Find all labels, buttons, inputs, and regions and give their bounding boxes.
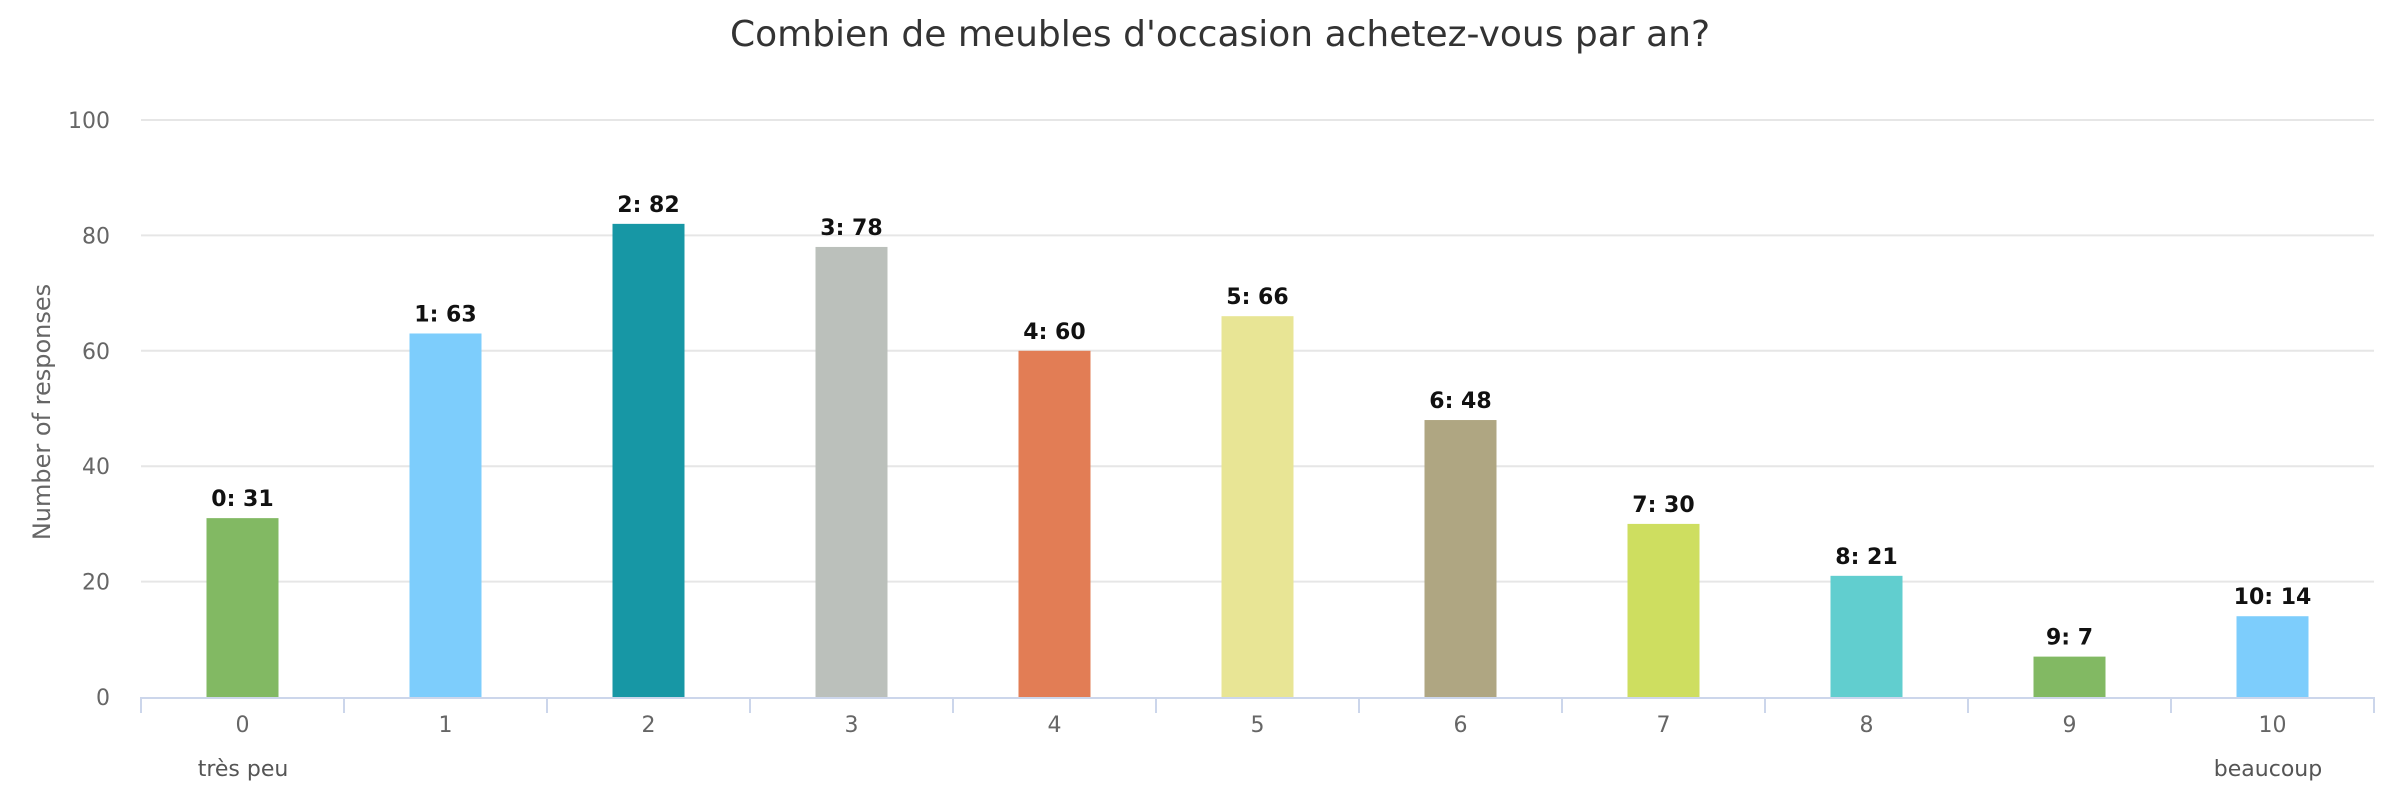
x-tick-label: 7 — [1657, 713, 1671, 738]
y-axis-ticks: 0 20 40 60 80 100 — [68, 109, 110, 711]
data-label: 5: 66 — [1226, 285, 1288, 310]
data-label: 9: 7 — [2046, 626, 2093, 651]
x-tick-label: 10 — [2259, 713, 2287, 738]
bars — [206, 223, 2309, 698]
y-tick-label: 40 — [82, 455, 110, 480]
y-tick-label: 0 — [96, 686, 110, 711]
data-labels: 0: 31 1: 63 2: 82 3: 78 4: 60 5: 66 6: 48 7: 30… — [211, 193, 2311, 651]
bar — [409, 333, 482, 697]
data-label: 6: 48 — [1429, 389, 1491, 414]
x-tick-label: 9 — [2063, 713, 2077, 738]
x-tick-label: 6 — [1454, 713, 1468, 738]
y-tick-label: 80 — [82, 224, 110, 249]
y-axis-label: Number of responses — [28, 284, 56, 540]
x-tick-label: 1 — [439, 713, 453, 738]
bar — [1830, 575, 1903, 697]
x-axis: 0 1 2 3 4 5 6 7 8 9 10 — [140, 697, 2375, 738]
x-tick-label: 0 — [236, 713, 250, 738]
bar — [1018, 350, 1091, 697]
data-label: 2: 82 — [617, 193, 679, 218]
y-tick-label: 100 — [68, 109, 110, 134]
bar — [1627, 523, 1700, 697]
x-tick-label: 5 — [1251, 713, 1265, 738]
data-label: 1: 63 — [414, 302, 476, 327]
x-anchor-label-high: beaucoup — [2214, 757, 2322, 782]
x-tick-label: 2 — [642, 713, 656, 738]
data-label: 3: 78 — [820, 216, 882, 241]
data-label: 0: 31 — [211, 487, 273, 512]
y-tick-label: 20 — [82, 571, 110, 596]
bar — [612, 223, 685, 698]
bar — [2236, 616, 2309, 697]
data-label: 4: 60 — [1023, 320, 1085, 345]
bar — [1221, 316, 1294, 697]
bar — [1424, 420, 1497, 697]
x-tick-label: 8 — [1860, 713, 1874, 738]
bar — [2033, 656, 2106, 697]
data-label: 8: 21 — [1835, 545, 1897, 570]
x-anchor-label-low: très peu — [198, 757, 289, 782]
y-tick-label: 60 — [82, 340, 110, 365]
x-tick-label: 3 — [845, 713, 859, 738]
data-label: 7: 30 — [1632, 493, 1694, 518]
chart-title: Combien de meubles d'occasion achetez-vo… — [730, 14, 1710, 55]
data-label: 10: 14 — [2234, 585, 2312, 610]
bar — [206, 518, 279, 697]
bar — [815, 246, 888, 697]
x-tick-label: 4 — [1048, 713, 1062, 738]
